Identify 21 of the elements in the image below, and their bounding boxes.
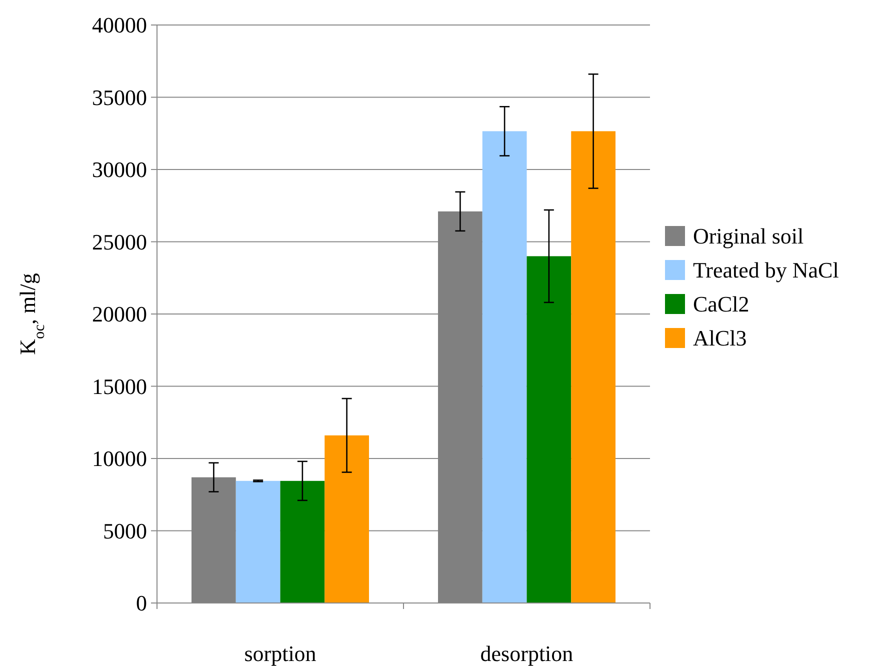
bar — [482, 131, 527, 603]
y-tick-label: 5000 — [103, 518, 147, 544]
y-tick-label: 40000 — [92, 12, 147, 38]
bar — [280, 480, 325, 603]
y-tick-label: 0 — [136, 590, 147, 616]
y-tick-label: 30000 — [92, 157, 147, 182]
x-tick-label: desorption — [480, 641, 574, 666]
legend-label: Treated by NaCl — [693, 258, 839, 283]
bar — [526, 256, 572, 603]
y-tick-label: 15000 — [92, 374, 147, 399]
legend-label: Original soil — [693, 224, 804, 249]
bar — [571, 131, 616, 603]
legend-label: AlCl3 — [693, 326, 747, 351]
y-tick-label: 20000 — [92, 302, 147, 327]
x-tick-label: sorption — [244, 641, 316, 666]
bar — [236, 480, 280, 603]
y-tick-label: 35000 — [92, 84, 147, 110]
bar — [324, 435, 369, 603]
legend-label: CaCl2 — [693, 292, 750, 317]
y-tick-label: 10000 — [92, 446, 147, 472]
y-tick-label: 25000 — [92, 229, 147, 254]
